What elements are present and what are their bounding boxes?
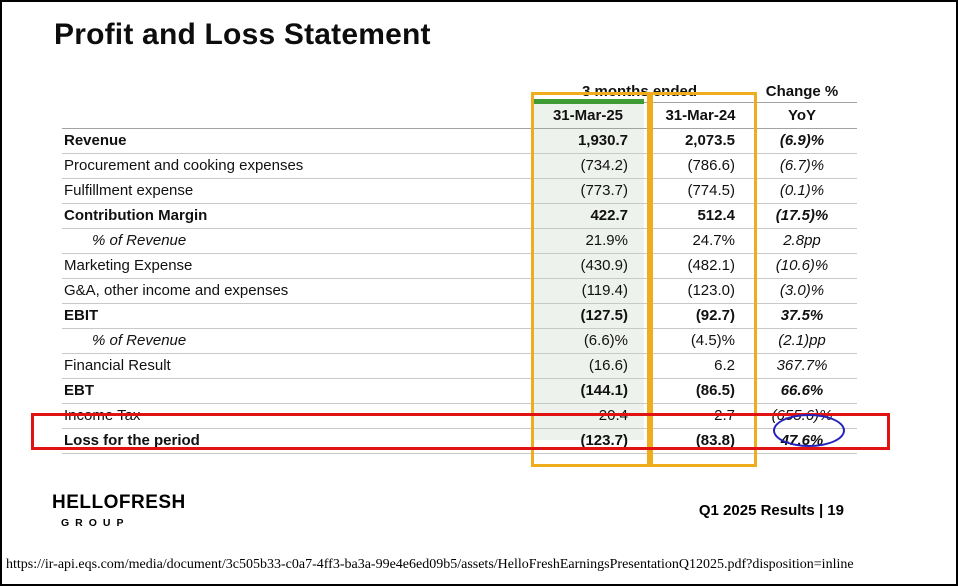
- cell-31-mar-24: (92.7): [695, 307, 735, 324]
- row-label: Loss for the period: [64, 432, 200, 449]
- slide-page-reference: Q1 2025 Results | 19: [698, 502, 844, 519]
- table-row: Procurement and cooking expenses (734.2) (…: [62, 154, 857, 179]
- period-group-header: 3 months ended: [581, 83, 697, 100]
- cell-31-mar-24: (774.5): [687, 182, 735, 199]
- cell-change-yoy: (6.7)%: [779, 157, 825, 174]
- cell-change-yoy: 66.6%: [780, 382, 824, 399]
- cell-31-mar-25: (773.7): [580, 182, 628, 199]
- table-group-header-row: 3 months ended Change %: [62, 82, 857, 104]
- cell-31-mar-24: (482.1): [687, 257, 735, 274]
- cell-31-mar-25: 1,930.7: [577, 132, 628, 149]
- cell-31-mar-24: 512.4: [697, 207, 735, 224]
- pnl-table: 3 months ended Change % 31-Mar-25 31-Mar…: [62, 82, 857, 454]
- column-gap: [642, 254, 654, 278]
- column-gap: [642, 304, 654, 328]
- table-row: Financial Result (16.6) 6.2 367.7%: [62, 354, 857, 379]
- row-label: G&A, other income and expenses: [64, 282, 289, 299]
- cell-change-yoy: 367.7%: [776, 357, 828, 374]
- cell-31-mar-25: (144.1): [580, 382, 628, 399]
- current-period-column-highlight: [533, 102, 644, 440]
- cell-change-yoy: (3.0)%: [779, 282, 825, 299]
- green-accent-bar: [531, 99, 644, 104]
- cell-31-mar-24: 24.7%: [692, 232, 735, 249]
- row-label: Financial Result: [64, 357, 171, 374]
- row-label: Procurement and cooking expenses: [64, 157, 304, 174]
- cell-change-yoy: 47.6%: [780, 432, 824, 449]
- row-label: % of Revenue: [92, 332, 187, 349]
- table-row: Fulfillment expense (773.7) (774.5) (0.1)%: [62, 179, 857, 204]
- column-gap: [642, 129, 654, 153]
- cell-31-mar-25: (6.6)%: [583, 332, 628, 349]
- column-gap: [642, 329, 654, 353]
- cell-31-mar-25: (123.7): [580, 432, 628, 449]
- cell-31-mar-24: (123.0): [687, 282, 735, 299]
- cell-change-yoy: (0.1)%: [779, 182, 825, 199]
- cell-31-mar-24: (86.5): [695, 382, 735, 399]
- column-gap: [642, 154, 654, 178]
- table-row: Marketing Expense (430.9) (482.1) (10.6)%: [62, 254, 857, 279]
- cell-change-yoy: 37.5%: [780, 307, 824, 324]
- column-header-yoy: YoY: [787, 107, 817, 124]
- cell-change-yoy: (17.5)%: [775, 207, 829, 224]
- table-row: EBIT (127.5) (92.7) 37.5%: [62, 304, 857, 329]
- column-gap: [642, 429, 654, 453]
- logo-wordmark: HELLOFRESH: [52, 492, 186, 513]
- row-label: % of Revenue: [92, 232, 187, 249]
- table-row: Contribution Margin 422.7 512.4 (17.5)%: [62, 204, 857, 229]
- table-row: Revenue 1,930.7 2,073.5 (6.9)%: [62, 129, 857, 154]
- table-row: % of Revenue (6.6)% (4.5)% (2.1)pp: [62, 329, 857, 354]
- cell-31-mar-24: 2,073.5: [684, 132, 735, 149]
- cell-change-yoy: (655.6)%: [771, 407, 833, 424]
- column-header-31-mar-24: 31-Mar-24: [665, 107, 736, 124]
- column-gap: [642, 354, 654, 378]
- empty-header-cell: [62, 104, 534, 128]
- column-gap: [642, 379, 654, 403]
- cell-31-mar-25: (16.6): [588, 357, 628, 374]
- cell-change-yoy: (6.9)%: [779, 132, 825, 149]
- cell-31-mar-25: (127.5): [580, 307, 628, 324]
- cell-31-mar-25: (119.4): [581, 282, 628, 299]
- cell-31-mar-25: (430.9): [580, 257, 628, 274]
- row-label: EBIT: [64, 307, 99, 324]
- column-gap: [642, 229, 654, 253]
- row-label: Revenue: [64, 132, 127, 149]
- column-gap: [642, 104, 654, 128]
- source-url: https://ir-api.eqs.com/media/document/3c…: [6, 557, 854, 572]
- row-label: Fulfillment expense: [64, 182, 194, 199]
- cell-change-yoy: (10.6)%: [775, 257, 829, 274]
- row-label: EBT: [64, 382, 94, 399]
- column-gap: [642, 204, 654, 228]
- column-gap: [642, 179, 654, 203]
- row-label: Income Tax: [64, 407, 141, 424]
- table-column-header-row: 31-Mar-25 31-Mar-24 YoY: [62, 104, 857, 129]
- cell-31-mar-24: (786.6): [687, 157, 735, 174]
- cell-31-mar-24: (83.8): [695, 432, 735, 449]
- table-row: % of Revenue 21.9% 24.7% 2.8pp: [62, 229, 857, 254]
- logo-group-text: GROUP: [61, 517, 130, 529]
- column-gap: [642, 279, 654, 303]
- cell-31-mar-25: 422.7: [590, 207, 628, 224]
- table-row: Income Tax 20.4 2.7 (655.6)%: [62, 404, 857, 429]
- cell-change-yoy: 2.8pp: [783, 232, 821, 249]
- page-title: Profit and Loss Statement: [54, 18, 431, 51]
- cell-31-mar-24: 2.7: [714, 407, 735, 424]
- cell-change-yoy: (2.1)pp: [778, 332, 826, 349]
- cell-31-mar-24: 6.2: [714, 357, 735, 374]
- cell-31-mar-25: 20.4: [598, 407, 628, 424]
- column-gap: [642, 404, 654, 428]
- row-label: Contribution Margin: [64, 207, 208, 224]
- table-row: G&A, other income and expenses (119.4) (12…: [62, 279, 857, 304]
- cell-31-mar-25: (734.2): [580, 157, 628, 174]
- row-label: Marketing Expense: [64, 257, 193, 274]
- hellofresh-logo: HELLOFRESH GROUP: [52, 492, 186, 529]
- change-percent-header: Change %: [765, 83, 839, 100]
- cell-31-mar-24: (4.5)%: [690, 332, 735, 349]
- table-row: Loss for the period (123.7) (83.8) 47.6%: [62, 429, 857, 454]
- table-row: EBT (144.1) (86.5) 66.6%: [62, 379, 857, 404]
- header-divider-line: [532, 102, 857, 103]
- table-body: Revenue 1,930.7 2,073.5 (6.9)% Procurement a…: [62, 129, 857, 454]
- column-header-31-mar-25: 31-Mar-25: [552, 107, 624, 124]
- cell-31-mar-25: 21.9%: [585, 232, 628, 249]
